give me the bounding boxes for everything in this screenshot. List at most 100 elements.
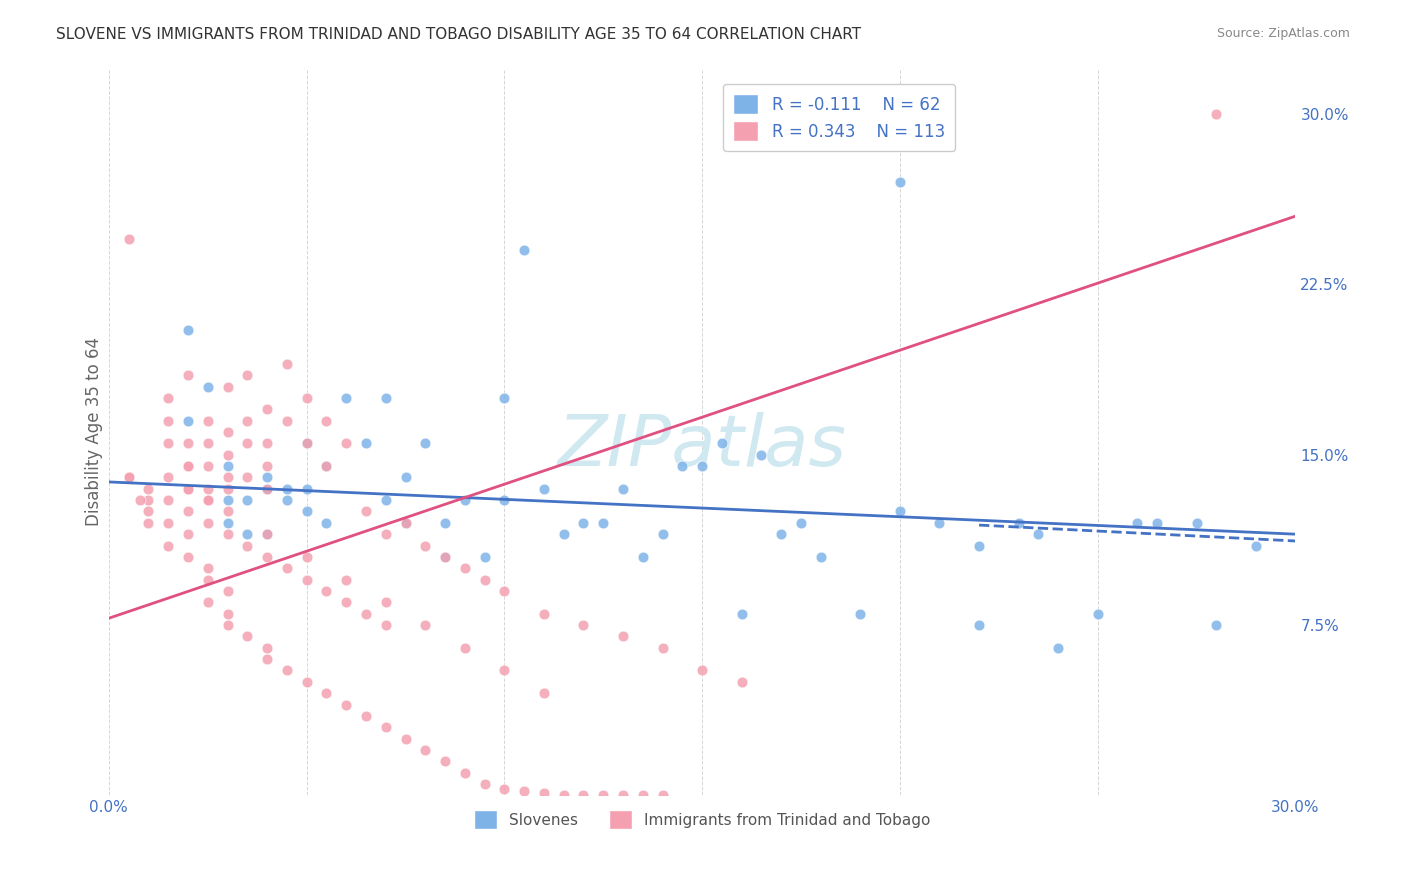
Y-axis label: Disability Age 35 to 64: Disability Age 35 to 64 xyxy=(86,337,103,526)
Point xyxy=(612,789,634,803)
Point xyxy=(315,458,337,473)
Point xyxy=(295,504,318,518)
Point xyxy=(236,539,259,553)
Point xyxy=(197,379,219,393)
Point xyxy=(572,516,595,530)
Point xyxy=(454,765,477,780)
Point xyxy=(295,482,318,496)
Point xyxy=(315,414,337,428)
Point xyxy=(1185,516,1208,530)
Point xyxy=(533,686,555,700)
Point xyxy=(374,595,396,609)
Point xyxy=(197,458,219,473)
Point xyxy=(592,516,614,530)
Point xyxy=(354,709,377,723)
Point xyxy=(177,436,200,450)
Point xyxy=(138,482,160,496)
Text: ZIPatlas: ZIPatlas xyxy=(558,412,846,481)
Point xyxy=(295,436,318,450)
Point xyxy=(413,618,436,632)
Point xyxy=(335,573,357,587)
Point xyxy=(354,436,377,450)
Point xyxy=(374,527,396,541)
Point xyxy=(157,436,180,450)
Point xyxy=(256,640,278,655)
Point xyxy=(117,232,139,246)
Point xyxy=(256,402,278,417)
Point xyxy=(295,549,318,564)
Point xyxy=(434,516,457,530)
Point xyxy=(177,368,200,383)
Point xyxy=(217,607,239,621)
Point xyxy=(413,436,436,450)
Point xyxy=(1087,607,1109,621)
Point xyxy=(533,482,555,496)
Point xyxy=(157,391,180,405)
Point xyxy=(315,516,337,530)
Point xyxy=(236,629,259,643)
Point xyxy=(177,549,200,564)
Point xyxy=(157,414,180,428)
Point xyxy=(217,516,239,530)
Point xyxy=(217,425,239,439)
Point xyxy=(276,561,298,575)
Point xyxy=(236,470,259,484)
Point xyxy=(572,789,595,803)
Point xyxy=(295,436,318,450)
Point xyxy=(1126,516,1149,530)
Point xyxy=(295,573,318,587)
Point xyxy=(177,527,200,541)
Point xyxy=(1244,539,1267,553)
Point xyxy=(197,493,219,508)
Point xyxy=(197,414,219,428)
Point xyxy=(731,607,754,621)
Point xyxy=(217,527,239,541)
Point xyxy=(454,493,477,508)
Point xyxy=(454,640,477,655)
Point xyxy=(434,549,457,564)
Point xyxy=(177,504,200,518)
Point xyxy=(690,458,713,473)
Point xyxy=(770,527,793,541)
Point xyxy=(928,516,950,530)
Point xyxy=(413,539,436,553)
Point xyxy=(731,674,754,689)
Point xyxy=(177,458,200,473)
Point xyxy=(217,458,239,473)
Point xyxy=(374,720,396,734)
Point xyxy=(197,436,219,450)
Point xyxy=(197,493,219,508)
Point xyxy=(256,482,278,496)
Point xyxy=(631,789,654,803)
Point xyxy=(494,493,516,508)
Point xyxy=(217,470,239,484)
Point xyxy=(197,482,219,496)
Point xyxy=(454,561,477,575)
Point xyxy=(256,527,278,541)
Point xyxy=(494,391,516,405)
Point xyxy=(790,516,813,530)
Point xyxy=(710,436,733,450)
Point xyxy=(1146,516,1168,530)
Point xyxy=(394,516,416,530)
Point xyxy=(751,448,773,462)
Point xyxy=(394,470,416,484)
Point xyxy=(256,470,278,484)
Point xyxy=(217,504,239,518)
Point xyxy=(117,470,139,484)
Point xyxy=(256,482,278,496)
Point xyxy=(394,731,416,746)
Point xyxy=(276,357,298,371)
Text: SLOVENE VS IMMIGRANTS FROM TRINIDAD AND TOBAGO DISABILITY AGE 35 TO 64 CORRELATI: SLOVENE VS IMMIGRANTS FROM TRINIDAD AND … xyxy=(56,27,862,42)
Point xyxy=(157,470,180,484)
Point xyxy=(335,698,357,712)
Point xyxy=(651,789,673,803)
Point xyxy=(197,595,219,609)
Legend: Slovenes, Immigrants from Trinidad and Tobago: Slovenes, Immigrants from Trinidad and T… xyxy=(468,805,936,835)
Point xyxy=(474,549,496,564)
Point xyxy=(612,482,634,496)
Point xyxy=(967,539,990,553)
Point xyxy=(374,493,396,508)
Point xyxy=(138,516,160,530)
Point xyxy=(177,323,200,337)
